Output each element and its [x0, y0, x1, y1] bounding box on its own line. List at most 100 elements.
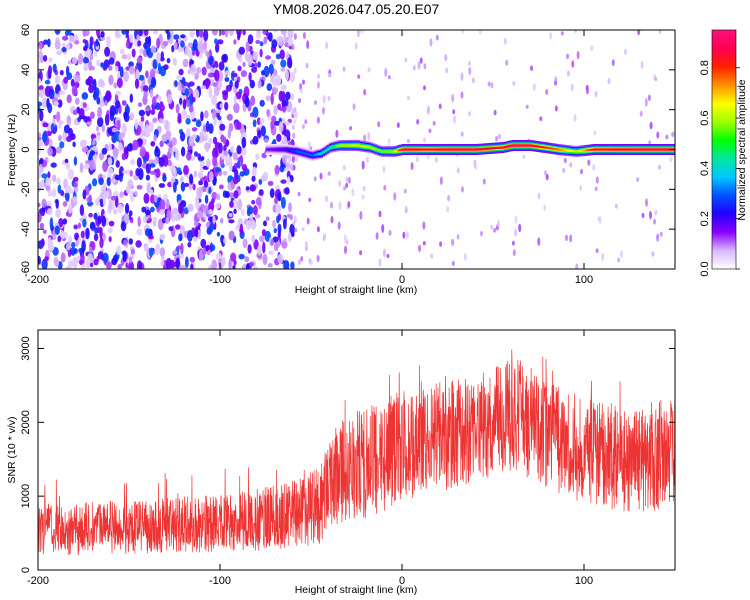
spectrogram-y-axis: 60 40 20 0 -20 -40 -60: [20, 24, 675, 277]
spectrogram-noise-cell: [298, 259, 301, 266]
spectrogram-track-cell: [575, 150, 579, 153]
spectrogram-noise-cell: [382, 165, 386, 173]
spectrogram-noise-cell: [478, 30, 482, 35]
spectrogram-noise-cell: [180, 40, 185, 48]
snr-series: [38, 349, 675, 556]
spectrogram-noise-cell: [197, 153, 201, 161]
spectrogram-noise-cell: [228, 230, 235, 241]
spectrogram-x-axis: -200 -100 0 100: [27, 30, 593, 286]
spectrogram-noise-cell: [61, 42, 66, 48]
spectrogram-noise-cell: [270, 119, 275, 130]
spectrogram-noise-cell: [203, 180, 209, 188]
spectrogram-track-cell: [383, 150, 387, 153]
spectrogram-noise-cell: [186, 99, 191, 108]
spectrogram-noise-cell: [152, 30, 159, 35]
spectrogram-noise-cell: [78, 53, 84, 65]
spectrogram-noise-cell: [159, 56, 165, 62]
spectrogram-noise-cell: [301, 227, 305, 232]
spectrogram-track-cell: [422, 148, 426, 151]
spectrogram-noise-cell: [100, 62, 104, 68]
spectrogram-noise-cell: [190, 64, 197, 76]
spectrogram-track-cell: [322, 150, 326, 154]
spectrogram-noise-cell: [388, 229, 392, 236]
spectrogram-noise-cell: [128, 210, 133, 217]
spectrogram-noise-layer: [38, 30, 675, 269]
spectrogram-noise-cell: [265, 95, 271, 102]
spectrogram-noise-cell: [270, 92, 274, 105]
spectrogram-noise-cell: [104, 113, 110, 126]
spectrogram-track-cell: [420, 148, 424, 151]
spectrogram-noise-cell: [57, 184, 62, 194]
spectrogram-noise-cell: [351, 188, 355, 197]
spectrogram-noise-cell: [426, 155, 430, 160]
spectrogram-noise-cell: [173, 34, 180, 40]
spectrogram-noise-cell: [359, 211, 363, 220]
spectrogram-noise-cell: [110, 178, 117, 184]
spectrogram-track-cell: [344, 144, 347, 147]
spectrogram-y-tick-label: -40: [20, 221, 32, 237]
colorbar-tick-label: 0.8: [699, 60, 711, 75]
spectrogram-noise-cell: [284, 42, 289, 48]
spectrogram-noise-cell: [68, 203, 73, 214]
spectrogram-noise-cell: [579, 185, 583, 192]
spectrogram-noise-cell: [280, 196, 286, 209]
spectrogram-track-cell: [606, 148, 609, 151]
spectrogram-noise-cell: [128, 65, 135, 75]
spectrogram-noise-cell: [195, 120, 202, 128]
spectrogram-track-cell: [538, 145, 542, 148]
spectrogram-track-cell: [320, 152, 323, 155]
spectrogram-track-cell: [503, 146, 507, 149]
spectrogram-noise-cell: [278, 121, 284, 133]
spectrogram-track-cell: [272, 148, 275, 151]
spectrogram-noise-cell: [207, 72, 214, 78]
spectrogram-noise-cell: [185, 256, 189, 269]
spectrogram-noise-cell: [292, 132, 296, 139]
spectrogram-noise-cell: [59, 141, 65, 149]
spectrogram-track-cell: [556, 148, 559, 151]
spectrogram-noise-cell: [195, 196, 199, 203]
spectrogram-noise-cell: [273, 243, 279, 252]
spectrogram-noise-cell: [263, 36, 268, 45]
spectrogram-noise-cell: [218, 142, 223, 154]
spectrogram-track-cell: [573, 150, 577, 153]
spectrogram-noise-cell: [102, 174, 106, 179]
spectrogram-noise-cell: [97, 134, 101, 142]
spectrogram-noise-cell: [89, 159, 95, 171]
spectrogram-track-cell: [442, 148, 446, 151]
spectrogram-noise-cell: [267, 180, 274, 186]
spectrogram-noise-cell: [273, 77, 277, 89]
spectrogram-track-cell: [632, 148, 636, 151]
spectrogram-noise-cell: [375, 232, 379, 240]
spectrogram-noise-cell: [135, 69, 140, 81]
spectrogram-track-cell: [328, 146, 332, 149]
spectrogram-track-cell: [656, 148, 660, 151]
spectrogram-noise-cell: [54, 30, 61, 35]
spectrogram-noise-cell: [273, 105, 278, 115]
spectrogram-noise-cell: [149, 89, 154, 98]
spectrogram-noise-cell: [250, 95, 256, 106]
spectrogram-noise-cell: [166, 57, 171, 64]
spectrogram-noise-cell: [665, 134, 669, 140]
spectrogram-noise-cell: [429, 38, 433, 47]
spectrogram-track-cell: [531, 144, 535, 147]
spectrogram-noise-cell: [244, 256, 250, 263]
spectrogram-noise-cell: [58, 123, 62, 129]
spectrogram-track-cell: [665, 148, 668, 151]
spectrogram-noise-cell: [498, 133, 501, 140]
spectrogram-noise-cell: [74, 40, 80, 45]
spectrogram-noise-cell: [278, 90, 284, 102]
spectrogram-noise-cell: [148, 217, 152, 223]
spectrogram-noise-cell: [525, 104, 529, 109]
spectrogram-noise-cell: [284, 187, 290, 195]
spectrogram-noise-cell: [366, 156, 369, 163]
spectrogram-noise-cell: [216, 193, 221, 201]
spectrogram-noise-cell: [393, 192, 397, 201]
spectrogram-noise-cell: [283, 238, 287, 243]
spectrogram-track-cell: [525, 144, 529, 147]
spectrogram-noise-cell: [139, 48, 144, 55]
spectrogram-track-cell: [462, 148, 465, 151]
chart-title: YM08.2026.047.05.20.E07: [273, 1, 440, 17]
spectrogram-noise-cell: [474, 162, 478, 170]
spectrogram-noise-cell: [92, 178, 98, 187]
spectrogram-noise-cell: [38, 181, 42, 193]
